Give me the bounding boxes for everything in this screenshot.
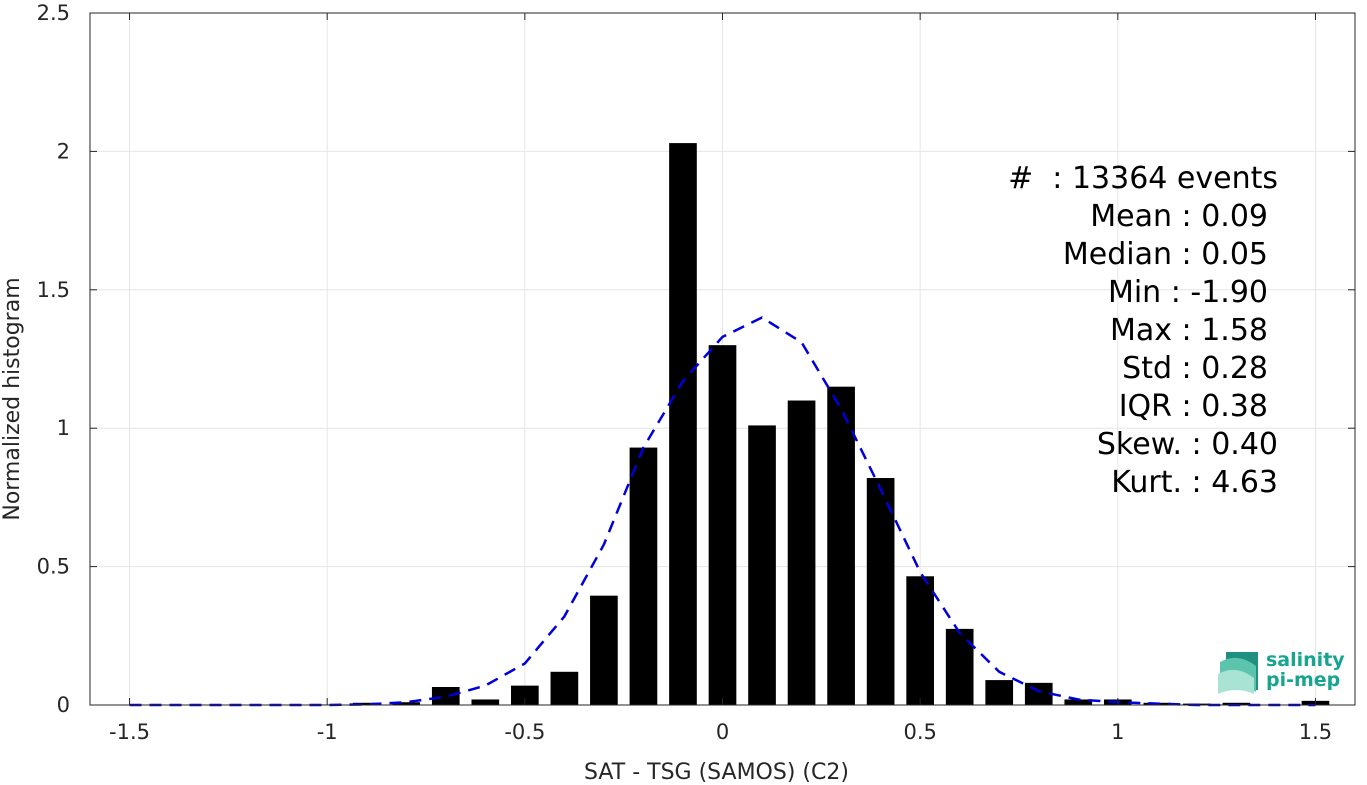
axis-ticks: -1.5 -1 -0.5 0 0.5 1 1.5 0 0.5 1 1.5 2 2.5 bbox=[37, 1, 1355, 744]
bar bbox=[906, 576, 934, 705]
salinity-pi-mep-logo: salinity pi-mep bbox=[1218, 649, 1345, 694]
x-tick-label: -0.5 bbox=[504, 720, 545, 744]
stat-line: Median : 0.05 bbox=[1063, 237, 1268, 272]
y-tick-label: 2 bbox=[57, 139, 70, 163]
x-tick-label: 1 bbox=[1111, 720, 1124, 744]
bar bbox=[985, 680, 1014, 705]
bar bbox=[1024, 682, 1053, 705]
y-tick-label: 0.5 bbox=[37, 555, 70, 579]
logo-line1: salinity bbox=[1266, 649, 1345, 671]
bar bbox=[352, 702, 381, 705]
stat-line: Min : -1.90 bbox=[1108, 275, 1268, 310]
stat-line: Std : 0.28 bbox=[1122, 351, 1268, 386]
bar bbox=[787, 400, 816, 705]
stat-line: IQR : 0.38 bbox=[1119, 389, 1268, 424]
bar bbox=[431, 687, 460, 705]
bar bbox=[827, 386, 855, 705]
stat-line: Kurt. : 4.63 bbox=[1111, 465, 1278, 500]
bar bbox=[945, 628, 974, 705]
stat-line: # : 13364 events bbox=[1008, 161, 1278, 196]
y-tick-label: 2.5 bbox=[37, 1, 70, 25]
bars-group bbox=[313, 143, 1330, 705]
y-axis-label: Normalized histogram bbox=[0, 277, 25, 520]
stat-line: Max : 1.58 bbox=[1110, 313, 1268, 348]
stat-line: Mean : 0.09 bbox=[1090, 199, 1268, 234]
bar bbox=[629, 447, 658, 705]
stat-line: Skew. : 0.40 bbox=[1097, 427, 1278, 462]
bar bbox=[511, 685, 539, 705]
x-axis-label: SAT - TSG (SAMOS) (C2) bbox=[584, 760, 849, 785]
x-tick-label: -1.5 bbox=[109, 720, 150, 744]
bar bbox=[590, 595, 618, 705]
x-tick-label: 0.5 bbox=[903, 720, 936, 744]
bar bbox=[392, 702, 421, 705]
bar bbox=[748, 425, 776, 705]
bar bbox=[708, 345, 737, 705]
bar bbox=[550, 671, 579, 705]
y-tick-label: 1.5 bbox=[37, 278, 70, 302]
logo-line2: pi-mep bbox=[1266, 669, 1340, 691]
bar bbox=[1064, 699, 1093, 705]
bar bbox=[866, 478, 895, 705]
logo-wave-icon bbox=[1218, 652, 1258, 694]
y-tick-label: 1 bbox=[57, 416, 70, 440]
x-tick-label: 1.5 bbox=[1299, 720, 1332, 744]
x-tick-label: -1 bbox=[317, 720, 338, 744]
x-tick-label: 0 bbox=[716, 720, 729, 744]
y-tick-label: 0 bbox=[57, 693, 70, 717]
bar bbox=[471, 699, 500, 705]
bar bbox=[669, 143, 697, 705]
